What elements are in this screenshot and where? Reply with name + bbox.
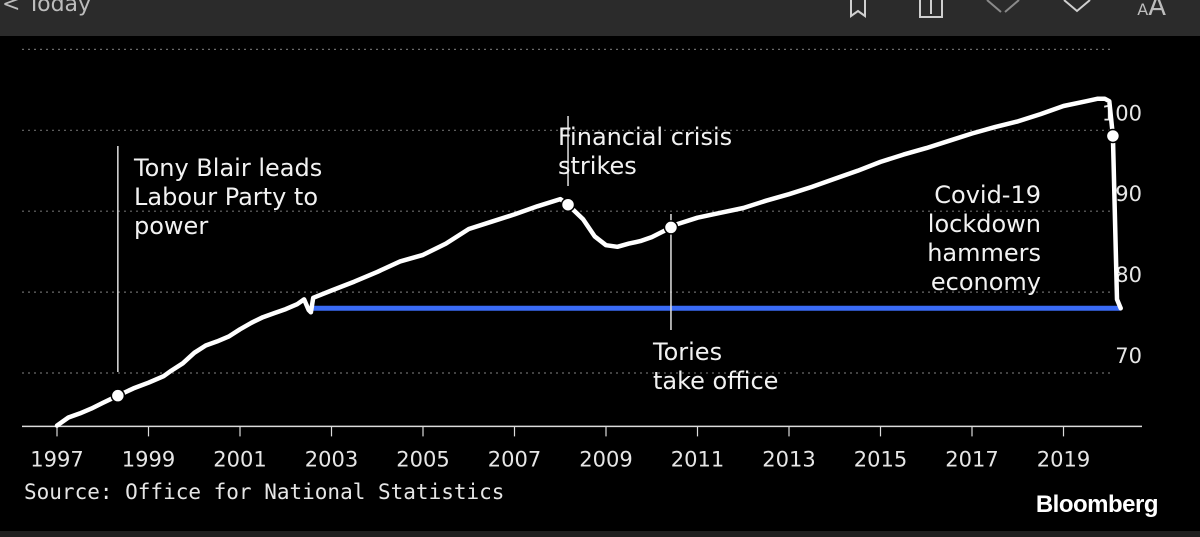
x-tick-label-2019: 2019 [1037,447,1090,471]
bookmark-icon[interactable] [848,0,868,22]
x-tick-label-2007: 2007 [488,447,541,471]
y-tick-label-90: 90 [1115,182,1142,206]
annotation-3-line-2: hammers [927,239,1041,267]
y-tick-label-70: 70 [1115,344,1142,368]
annotation-2-line-1: take office [653,367,778,395]
x-tick-label-2015: 2015 [854,447,907,471]
event-marker-1 [560,197,576,212]
annotation-2-line-0: Tories [652,338,722,366]
close-icon[interactable] [985,0,1021,22]
x-tick-label-2009: 2009 [579,447,632,471]
event-marker-0 [110,388,126,403]
annotation-1-line-1: strikes [558,152,637,180]
x-tick-label-2017: 2017 [945,447,998,471]
x-tick-label-1997: 1997 [30,447,83,471]
x-tick-label-2011: 2011 [671,447,724,471]
series-line-0 [54,96,1123,428]
annotation-1-line-0: Financial crisis [558,123,732,151]
annotation-0-line-0: Tony Blair leads [133,154,322,182]
annotation-3-line-3: economy [931,268,1041,296]
top-toolbar: < Today AA [0,0,1200,36]
text-size-large-label: A [1148,0,1166,22]
annotation-0-line-2: power [134,212,208,240]
annotation-0-line-1: Labour Party to [134,183,318,211]
line-chart: 1997 1999 2001 2003 2005 2007 2009 2011 2013 2015… [22,48,1142,471]
y-tick-label-80: 80 [1115,263,1142,287]
x-tick-label-2013: 2013 [762,447,815,471]
x-tick-label-2001: 2001 [213,447,266,471]
event-marker-2 [663,220,679,235]
annotation-3-line-1: lockdown [928,210,1041,238]
share-icon[interactable] [918,0,944,22]
bottom-border [0,531,1200,537]
event-marker-3 [1105,128,1121,144]
source-note: Source: Office for National Statistics [24,480,505,504]
chevron-down-icon[interactable] [1062,0,1092,22]
text-size-button[interactable]: AA [1137,0,1166,22]
text-size-small-label: A [1137,0,1149,19]
x-tick-label-2005: 2005 [396,447,449,471]
x-tick-label-1999: 1999 [122,447,175,471]
annotation-3-line-0: Covid-19 [934,181,1041,209]
back-link[interactable]: < Today [2,0,92,17]
x-tick-label-2003: 2003 [305,447,358,471]
brand-logo: Bloomberg [1035,491,1159,518]
